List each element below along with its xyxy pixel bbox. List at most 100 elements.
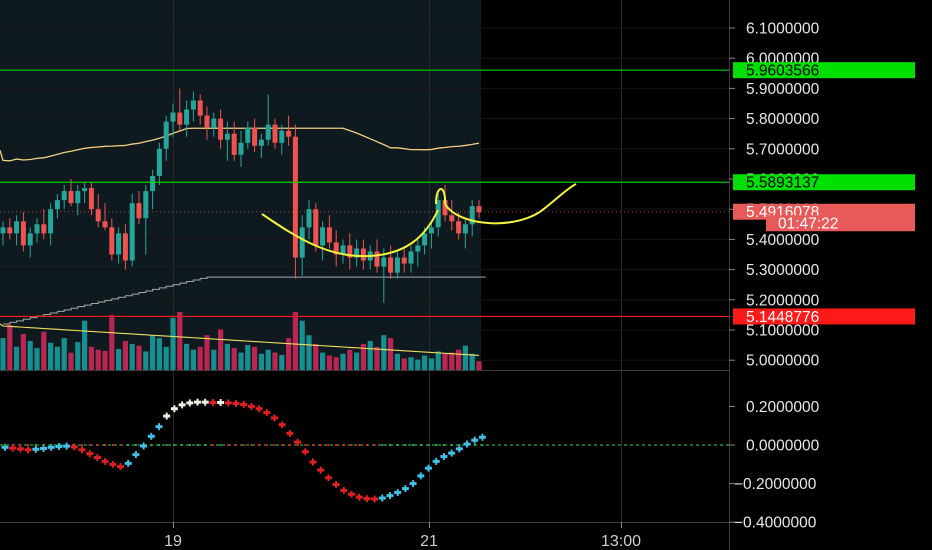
candle-body <box>313 209 319 246</box>
volume-bar <box>41 331 47 370</box>
oscillator-mark <box>335 481 338 489</box>
zero-dot <box>250 444 253 446</box>
oscillator-mark <box>42 444 45 452</box>
price-tag-label: 5.1448776 <box>746 309 819 326</box>
oscillator-mark <box>73 443 76 451</box>
oscillator-mark <box>427 464 430 472</box>
oscillator-mark <box>127 459 130 467</box>
zero-dot <box>304 444 307 446</box>
candle-body <box>48 209 54 234</box>
zero-dot <box>458 444 461 446</box>
candle-body <box>34 224 40 234</box>
candles <box>0 88 482 303</box>
price-tag-label: 01:47:22 <box>778 216 838 233</box>
zero-dot <box>319 444 322 446</box>
volume-bar <box>394 353 400 370</box>
zero-dot <box>181 444 184 446</box>
candle-body <box>143 191 149 219</box>
zero-dot <box>96 444 99 446</box>
candle-body <box>435 200 441 228</box>
price-tick-label: 5.2000000 <box>746 292 820 309</box>
candle-body <box>109 227 115 255</box>
price-tick-label: 5.8000000 <box>746 111 820 128</box>
zero-dot <box>11 444 14 446</box>
candle-body <box>272 124 278 143</box>
oscillator-mark <box>19 445 22 453</box>
volume-bar <box>143 351 149 370</box>
oscillator-mark <box>319 466 322 474</box>
oscillator-mark <box>288 429 291 437</box>
oscillator-mark <box>196 398 199 406</box>
volume-bar <box>177 312 183 370</box>
zero-dot <box>358 444 361 446</box>
oscillator-mark <box>265 409 268 417</box>
candle-body <box>7 227 13 234</box>
zero-dot <box>104 444 107 446</box>
volume-average-line <box>0 323 480 356</box>
zero-dot <box>312 444 314 446</box>
candle-body <box>415 245 421 252</box>
oscillator-mark <box>242 400 245 408</box>
zero-dot <box>19 444 22 446</box>
oscillator-mark <box>134 451 137 459</box>
time-tick-label: 21 <box>420 533 438 550</box>
candle-body <box>245 127 251 143</box>
volume-bar <box>299 320 305 370</box>
volume-bar <box>27 341 33 370</box>
oscillator-tick-label: 0.0000000 <box>746 438 820 455</box>
oscillator-mark <box>27 446 30 454</box>
candle-body <box>95 209 101 222</box>
volume-bar <box>286 338 292 370</box>
candle-body <box>129 203 135 261</box>
candle-body <box>265 124 271 140</box>
oscillator-mark <box>211 399 214 407</box>
zero-dot <box>50 444 53 446</box>
price-tag-label: 5.9603566 <box>746 63 819 80</box>
candle-body <box>279 130 285 143</box>
oscillator-mark <box>219 399 222 407</box>
volume-bar <box>218 329 224 370</box>
oscillator-mark <box>435 457 438 465</box>
candle-body <box>88 188 94 210</box>
oscillator-mark <box>358 493 361 501</box>
volume-bar <box>401 358 407 370</box>
zero-dot <box>42 444 45 446</box>
candle-body <box>82 188 88 192</box>
zero-dot <box>350 444 353 446</box>
oscillator-mark <box>181 401 184 409</box>
candle-body <box>68 191 74 204</box>
candle-body <box>41 224 47 234</box>
volume-bar <box>381 335 387 370</box>
volume-bar <box>14 346 20 370</box>
candle-body <box>218 118 224 140</box>
candle-body <box>150 175 156 192</box>
oscillator-mark <box>57 443 60 451</box>
volume-bar <box>340 353 346 370</box>
candle-body <box>408 251 414 264</box>
price-tick-label: 5.4000000 <box>746 232 820 249</box>
zero-dot <box>412 444 415 446</box>
zero-dot <box>404 444 407 446</box>
zero-dot <box>165 444 168 446</box>
volume-bar <box>75 342 81 370</box>
candle-body <box>292 136 298 258</box>
volume-bar <box>102 350 108 370</box>
candle-body <box>347 245 353 258</box>
candle-body <box>163 121 169 149</box>
volume-bar <box>462 345 468 370</box>
zero-dot <box>227 444 230 446</box>
oscillator-mark <box>96 454 99 462</box>
volume-bar <box>252 346 258 370</box>
zero-dot <box>335 444 338 446</box>
zero-dot <box>188 444 191 446</box>
volume-bar <box>422 355 428 370</box>
zero-dot <box>173 444 176 446</box>
oscillator-mark <box>88 450 91 458</box>
volume-bar <box>20 334 26 370</box>
candle-body <box>61 191 67 201</box>
price-tick-label: 5.7000000 <box>746 141 820 158</box>
zero-dot <box>442 444 445 446</box>
volume-bar <box>456 349 462 370</box>
zero-dot <box>219 444 222 446</box>
